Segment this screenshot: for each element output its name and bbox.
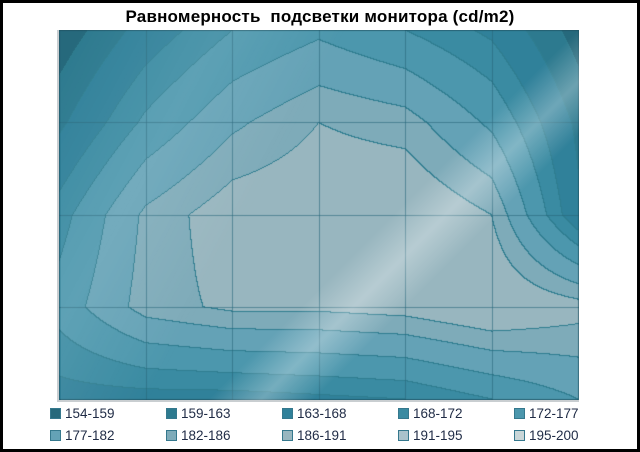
- legend-item: 195-200: [514, 427, 630, 444]
- legend-label: 191-195: [413, 428, 463, 443]
- legend: 154-159 159-163 163-168 168-172 172-177 …: [50, 405, 630, 444]
- plot-area: [57, 30, 581, 402]
- legend-swatch: [50, 408, 61, 419]
- legend-label: 195-200: [529, 428, 579, 443]
- legend-item: 191-195: [398, 427, 514, 444]
- legend-swatch: [50, 430, 61, 441]
- legend-label: 182-186: [181, 428, 231, 443]
- legend-swatch: [398, 430, 409, 441]
- legend-label: 163-168: [297, 406, 347, 421]
- legend-label: 186-191: [297, 428, 347, 443]
- contour-plot: [59, 30, 579, 400]
- legend-item: 172-177: [514, 405, 630, 422]
- legend-swatch: [514, 408, 525, 419]
- legend-swatch: [514, 430, 525, 441]
- legend-label: 168-172: [413, 406, 463, 421]
- legend-label: 177-182: [65, 428, 115, 443]
- legend-item: 177-182: [50, 427, 166, 444]
- legend-item: 186-191: [282, 427, 398, 444]
- legend-item: 163-168: [282, 405, 398, 422]
- chart-title: Равномерность подсветки монитора (cd/m2): [125, 7, 515, 26]
- legend-item: 159-163: [166, 405, 282, 422]
- legend-swatch: [166, 408, 177, 419]
- legend-item: 182-186: [166, 427, 282, 444]
- legend-item: 168-172: [398, 405, 514, 422]
- legend-label: 159-163: [181, 406, 231, 421]
- legend-swatch: [282, 430, 293, 441]
- legend-swatch: [398, 408, 409, 419]
- legend-label: 172-177: [529, 406, 579, 421]
- legend-label: 154-159: [65, 406, 115, 421]
- legend-swatch: [166, 430, 177, 441]
- legend-item: 154-159: [50, 405, 166, 422]
- legend-swatch: [282, 408, 293, 419]
